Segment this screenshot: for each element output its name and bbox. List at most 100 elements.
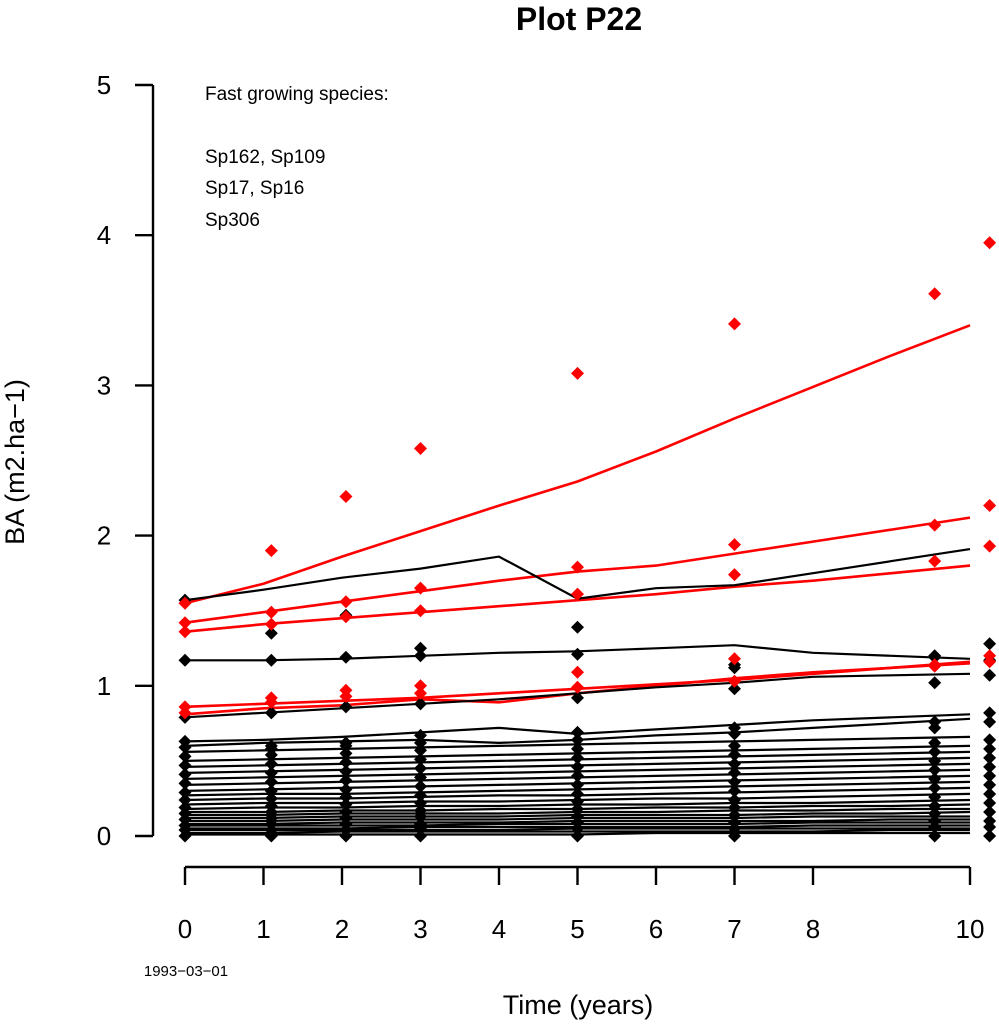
other-data-point	[414, 761, 427, 775]
other-data-point	[928, 754, 942, 768]
other-data-point	[178, 793, 192, 807]
y-tick-label: 5	[97, 70, 111, 100]
fast-data-point	[571, 665, 584, 679]
other-data-point	[178, 749, 192, 763]
y-tick-label: 0	[97, 821, 111, 851]
other-data-point	[339, 746, 353, 760]
other-data-point	[414, 779, 427, 793]
other-data-point	[928, 745, 942, 759]
other-data-point	[928, 676, 942, 690]
other-data-point	[414, 770, 427, 784]
other-data-point	[339, 700, 353, 714]
y-tick-label: 3	[97, 370, 111, 400]
fast-data-point	[728, 568, 741, 582]
other-data-point	[983, 796, 997, 810]
fast-data-point	[928, 554, 942, 568]
other-data-point	[264, 626, 278, 640]
other-data-point	[571, 760, 584, 774]
other-data-point	[339, 739, 353, 753]
fast-data-point	[928, 518, 942, 532]
other-data-point	[571, 802, 584, 816]
other-data-point	[339, 790, 353, 804]
fast-data-point	[571, 587, 584, 601]
other-data-point	[983, 706, 997, 720]
other-data-point	[728, 808, 741, 822]
x-tick-label: 5	[570, 914, 584, 944]
fast-data-point	[339, 610, 353, 624]
fast-data-point	[728, 652, 741, 666]
chart-title: Plot P22	[516, 1, 642, 37]
fast-data-point	[414, 604, 427, 618]
x-tick-label: 6	[649, 914, 663, 944]
other-data-point	[928, 772, 942, 786]
fast-data-point	[264, 605, 278, 619]
other-data-point	[264, 653, 278, 667]
fast-data-point	[264, 544, 278, 558]
other-data-point	[983, 751, 997, 765]
fast-data-point	[414, 441, 427, 455]
start-date-label: 1993−03−01	[144, 963, 228, 980]
other-data-point	[178, 776, 192, 790]
other-data-point	[414, 697, 427, 711]
fast-data-point	[414, 581, 427, 595]
y-axis-label: BA (m2.ha−1)	[0, 379, 30, 545]
fast-data-point	[728, 317, 741, 331]
fast-data-point	[571, 560, 584, 574]
other-data-point	[728, 829, 741, 843]
other-data-point	[339, 764, 353, 778]
other-data-point	[728, 775, 741, 789]
other-data-point	[928, 721, 942, 735]
other-data-point	[728, 727, 741, 741]
x-tick-label: 8	[806, 914, 820, 944]
fast-data-point	[983, 655, 997, 669]
other-data-point	[571, 821, 584, 835]
other-data-point	[178, 758, 192, 772]
x-axis-label: Time (years)	[503, 990, 654, 1020]
x-tick-label: 3	[413, 914, 427, 944]
other-data-point	[983, 778, 997, 792]
other-data-point	[414, 829, 427, 843]
other-data-point	[983, 733, 997, 747]
other-data-point	[339, 650, 353, 664]
other-data-point	[571, 725, 584, 739]
other-series-points	[178, 593, 997, 843]
fast-data-point	[728, 674, 741, 688]
other-data-point	[928, 650, 942, 664]
other-data-point	[178, 740, 192, 754]
other-data-point	[728, 682, 741, 696]
other-data-point	[928, 799, 942, 813]
annotation-heading: Fast growing species:	[205, 84, 389, 105]
other-data-point	[264, 748, 278, 762]
other-data-point	[728, 800, 741, 814]
other-data-point	[728, 757, 741, 771]
other-data-point	[339, 773, 353, 787]
fast-data-point	[928, 659, 942, 673]
other-data-point	[571, 733, 584, 747]
other-data-point	[414, 736, 427, 750]
other-data-point	[983, 668, 997, 682]
y-axis: 0 1 2 3 4 5	[97, 70, 155, 851]
other-data-point	[339, 797, 353, 811]
other-data-point	[264, 829, 278, 843]
other-data-point	[571, 620, 584, 634]
other-data-point	[728, 739, 741, 753]
other-data-point	[928, 820, 942, 834]
fast-data-point	[728, 538, 741, 552]
x-tick-label: 0	[178, 914, 192, 944]
fast-data-point	[264, 617, 278, 631]
other-data-point	[728, 784, 741, 798]
other-data-point	[414, 743, 427, 757]
other-data-point	[339, 829, 353, 843]
other-data-point	[728, 766, 741, 780]
other-data-point	[571, 794, 584, 808]
other-data-point	[928, 829, 942, 843]
x-tick-label: 2	[335, 914, 349, 944]
fast-species-annotation: Fast growing species: Sp162, Sp109 Sp17,…	[205, 84, 389, 231]
other-data-point	[414, 649, 427, 663]
other-data-point	[571, 691, 584, 705]
fast-data-point	[571, 680, 584, 694]
other-data-point	[264, 784, 278, 798]
annotation-line: Sp306	[205, 210, 260, 231]
fast-data-point	[264, 695, 278, 709]
